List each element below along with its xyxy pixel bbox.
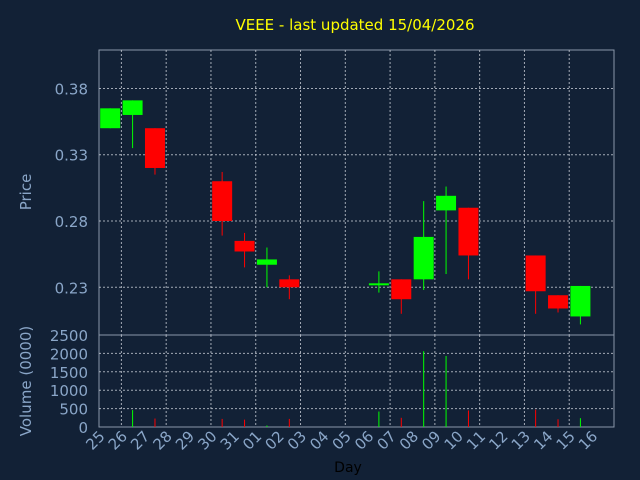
volume-grid bbox=[99, 335, 614, 427]
candle-30 bbox=[212, 171, 233, 236]
price-panel-frame bbox=[98, 49, 615, 336]
candle-13 bbox=[525, 255, 546, 314]
candle-body bbox=[122, 100, 143, 115]
volume-panel-frame bbox=[98, 334, 615, 428]
price-y-tick-label: 0.28 bbox=[55, 213, 88, 231]
candle-body bbox=[144, 128, 165, 168]
candle-body bbox=[391, 279, 412, 300]
volume-y-tick-label: 2000 bbox=[50, 345, 88, 363]
candle-body bbox=[212, 181, 233, 221]
candle-01 bbox=[256, 247, 277, 288]
price-y-tick-label: 0.38 bbox=[55, 80, 88, 98]
candle-27 bbox=[144, 128, 165, 175]
candle-body bbox=[458, 207, 479, 256]
price-y-tick-label: 0.33 bbox=[55, 147, 88, 165]
candle-31 bbox=[234, 232, 255, 268]
volume-y-tick-label: 1500 bbox=[50, 364, 88, 382]
volume-axis-label: Volume (0000) bbox=[17, 326, 35, 436]
candle-body bbox=[279, 279, 300, 288]
candle-25 bbox=[100, 108, 121, 129]
chart-title: VEEE - last updated 15/04/2026 bbox=[235, 16, 474, 34]
candle-08 bbox=[413, 201, 434, 290]
x-axis-label: Day bbox=[334, 460, 362, 476]
candle-07 bbox=[391, 279, 412, 314]
volume-y-tick-label: 1000 bbox=[50, 382, 88, 400]
candle-15 bbox=[570, 285, 591, 325]
price-axis-label: Price bbox=[17, 174, 35, 211]
candle-body bbox=[548, 295, 569, 309]
candle-09 bbox=[436, 186, 457, 275]
candlesticks bbox=[100, 100, 591, 325]
price-y-tick-label: 0.23 bbox=[55, 279, 88, 297]
candle-10 bbox=[458, 207, 479, 280]
price-panel: 0.38 0.33 0.28 0.23 Price bbox=[17, 49, 615, 336]
volume-y-tick-label: 0 bbox=[78, 419, 88, 437]
volume-y-tick-label: 500 bbox=[59, 401, 88, 419]
candle-body bbox=[100, 108, 121, 129]
candle-06 bbox=[368, 271, 389, 293]
x-tick-label: 16 bbox=[575, 427, 601, 453]
candle-body bbox=[368, 283, 389, 286]
candle-body bbox=[525, 255, 546, 292]
candle-02 bbox=[279, 275, 300, 300]
candle-body bbox=[570, 285, 591, 317]
volume-bars bbox=[132, 351, 581, 427]
candle-body bbox=[436, 195, 457, 211]
price-y-tick-labels: 0.38 0.33 0.28 0.23 bbox=[55, 80, 88, 297]
candle-body bbox=[413, 236, 434, 280]
candle-body bbox=[256, 259, 277, 265]
candle-body bbox=[234, 240, 255, 252]
candle-26 bbox=[122, 100, 143, 149]
candle-14 bbox=[548, 295, 569, 313]
x-tick-labels: 2526272829303101020304050607080910111213… bbox=[82, 427, 601, 453]
volume-y-tick-label: 2500 bbox=[50, 327, 88, 345]
price-grid bbox=[99, 50, 614, 335]
